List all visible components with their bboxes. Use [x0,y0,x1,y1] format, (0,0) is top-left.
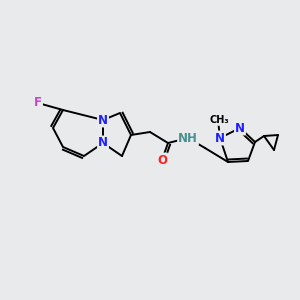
Text: O: O [157,154,167,166]
Text: NH: NH [178,131,198,145]
Text: F: F [34,97,42,110]
Text: N: N [98,136,108,149]
Text: CH₃: CH₃ [209,115,229,125]
Text: N: N [215,131,225,145]
Text: N: N [235,122,245,134]
Text: N: N [98,113,108,127]
